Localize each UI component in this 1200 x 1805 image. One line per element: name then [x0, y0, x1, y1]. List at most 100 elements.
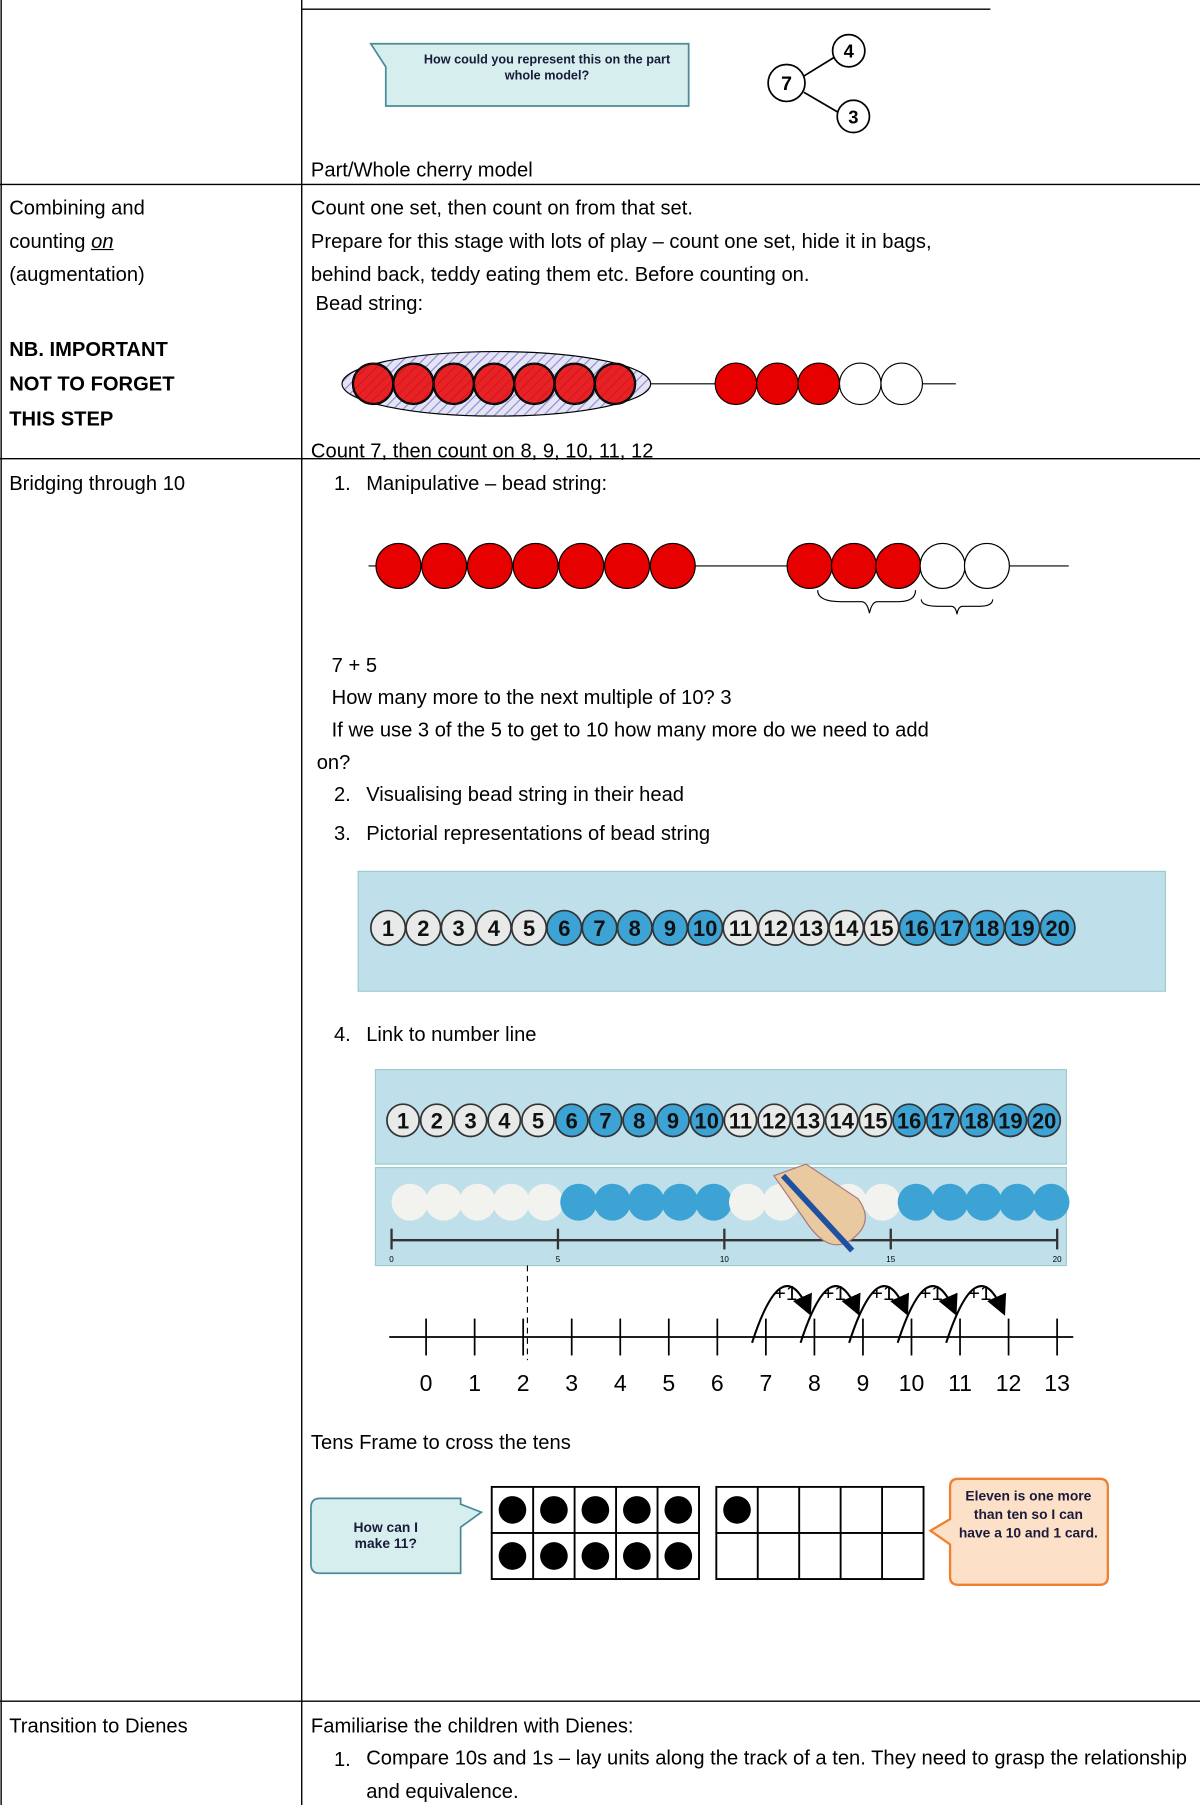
tick-label: 7 — [759, 1370, 772, 1396]
row-label-line: counting on — [9, 228, 113, 253]
note: THIS STEP — [9, 406, 114, 430]
cherry-part: 3 — [848, 106, 858, 127]
bead-number: 13 — [799, 916, 823, 941]
bead — [594, 363, 636, 404]
counter — [664, 1542, 693, 1570]
bead — [604, 542, 651, 589]
tick-label: 3 — [565, 1370, 578, 1396]
brace — [920, 599, 994, 615]
tick-label: 13 — [1044, 1370, 1070, 1396]
row-label: Combining and — [9, 195, 145, 219]
bead-number: 3 — [464, 1108, 476, 1133]
jump-label: +1 — [822, 1282, 846, 1305]
list-text: Pictorial representations of bead string — [366, 821, 711, 845]
cherry-model — [767, 33, 871, 134]
bead — [433, 363, 474, 404]
ruler-label: 15 — [886, 1255, 895, 1264]
bead-number: 1 — [382, 916, 394, 941]
row-label: counting — [9, 229, 86, 253]
bead-number: 19 — [998, 1108, 1022, 1133]
note: NOT TO FORGET — [9, 372, 175, 396]
callout-text: Eleven is one more than ten so I can hav… — [958, 1488, 1098, 1542]
pen — [780, 1173, 855, 1253]
callout-text: How can I make 11? — [353, 1519, 419, 1552]
tick-label: 2 — [517, 1370, 530, 1396]
plain-bead — [695, 1183, 733, 1221]
bead-number: 18 — [965, 1108, 989, 1133]
paragraph-line: Familiarise the children with Dienes: — [310, 1713, 634, 1737]
plain-bead — [728, 1183, 766, 1221]
jump-label: +1 — [968, 1282, 992, 1305]
callout-text: How could you represent this on the part… — [423, 53, 671, 83]
counter — [664, 1496, 693, 1524]
bead-number: 15 — [863, 1108, 887, 1133]
ruler-label: 5 — [556, 1255, 561, 1264]
bead — [393, 363, 434, 404]
tick-label: 6 — [711, 1370, 724, 1396]
plain-bead — [965, 1183, 1003, 1221]
plain-bead — [560, 1183, 598, 1221]
plain-bead — [593, 1183, 631, 1221]
bead-number: 8 — [633, 1108, 645, 1133]
number-bead — [723, 1103, 758, 1138]
counter — [581, 1542, 610, 1570]
bead-number: 2 — [431, 1108, 443, 1133]
number-bead — [925, 1103, 960, 1138]
bead-number: 9 — [667, 1108, 679, 1133]
jump-label: +1 — [774, 1282, 798, 1305]
bead — [838, 362, 882, 406]
jump-arc — [799, 1285, 861, 1344]
bead-number: 4 — [488, 916, 501, 941]
number-bead — [824, 1103, 859, 1138]
bead-number: 6 — [566, 1108, 578, 1133]
counter — [498, 1542, 527, 1570]
plain-bead — [526, 1183, 564, 1221]
counter — [723, 1496, 751, 1524]
tick-label: 1 — [468, 1370, 481, 1396]
prompt-line: on? — [316, 750, 351, 774]
bead-number: 14 — [830, 1108, 855, 1133]
bead-number: 7 — [599, 1108, 611, 1133]
speech-bubble — [369, 42, 690, 107]
paragraph-line: behind back, teddy eating them etc. Befo… — [310, 262, 810, 286]
bead-number: 9 — [664, 916, 676, 941]
number-bead — [419, 1103, 454, 1138]
bead — [963, 542, 1010, 589]
number-bead — [790, 1103, 825, 1138]
cherry-part: 4 — [844, 41, 855, 62]
jump-label: +1 — [919, 1282, 943, 1305]
bead — [880, 362, 924, 406]
number-bead — [1027, 1103, 1062, 1138]
bead — [512, 542, 559, 589]
counter — [623, 1542, 651, 1570]
ruler-label: 10 — [720, 1255, 729, 1264]
bead-number: 5 — [523, 916, 535, 941]
list-marker: 3. — [333, 821, 351, 845]
bead — [554, 363, 595, 404]
bead-strips: 1 2 3 4 5 6 7 8 9 10 11 12 13 14 15 16 17 18 19 201 2 3 4 5 6 7 8 9… — [357, 870, 1166, 1267]
number-bead — [521, 1103, 556, 1138]
bead — [352, 363, 394, 404]
counter — [623, 1496, 651, 1524]
bead-number: 5 — [532, 1108, 544, 1133]
plain-bead — [931, 1183, 969, 1221]
bead — [649, 542, 696, 589]
tick-label: 11 — [948, 1370, 972, 1396]
bead — [875, 542, 922, 589]
paragraph-line: Prepare for this stage with lots of play… — [310, 229, 932, 253]
number-bead — [757, 1103, 792, 1138]
bead-number: 3 — [452, 916, 464, 941]
bead-number: 15 — [869, 916, 893, 941]
list-text: Manipulative – bead string: — [366, 471, 608, 495]
brace — [817, 590, 917, 614]
bead-number: 2 — [417, 916, 429, 941]
bead-number: 7 — [593, 916, 605, 941]
jump-arc — [896, 1285, 958, 1344]
counter — [498, 1496, 527, 1524]
bead — [714, 362, 758, 406]
tens-frames — [490, 1485, 925, 1580]
bead — [786, 542, 833, 589]
tick-label: 10 — [899, 1370, 925, 1396]
tick-label: 5 — [662, 1370, 675, 1396]
